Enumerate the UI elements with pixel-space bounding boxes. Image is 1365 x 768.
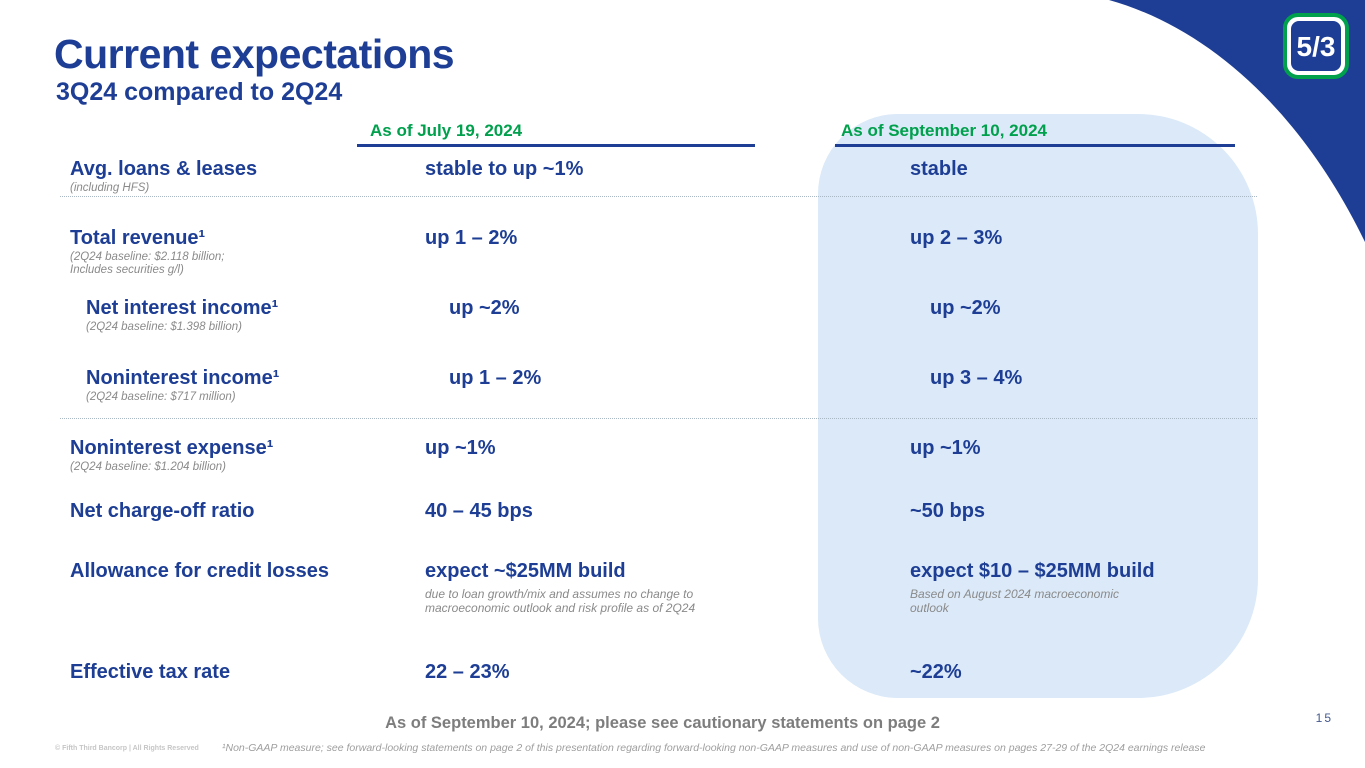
july-value: 40 – 45 bps [425,500,533,522]
row-sublabel: (2Q24 baseline: $1.204 billion) [70,461,226,473]
september-value: up ~1% [910,437,981,459]
july-value: up 1 – 2% [449,367,542,389]
non-gaap-footnote: ¹Non-GAAP measure; see forward-looking s… [222,742,1206,754]
page-subtitle: 3Q24 compared to 2Q24 [56,78,343,106]
july-value-note: due to loan growth/mix and assumes no ch… [425,587,696,615]
row-label: Effective tax rate [70,661,231,683]
july-value: 22 – 23% [425,661,510,683]
september-column-panel [818,114,1258,698]
july-value: up ~1% [425,437,496,459]
july-value: stable to up ~1% [425,158,584,180]
column-underline-september [835,144,1235,147]
september-value: expect $10 – $25MM build [910,560,1155,582]
column-header-july: As of July 19, 2024 [370,121,523,140]
fifth-third-logo: 5/3 [1283,13,1349,79]
footer-cautionary-note: As of September 10, 2024; please see cau… [385,714,940,732]
row-sublabel: (2Q24 baseline: $1.398 billion) [86,321,242,333]
july-value: up 1 – 2% [425,227,518,249]
september-value: ~50 bps [910,500,986,522]
september-value-note: Based on August 2024 macroeconomic outlo… [910,587,1120,615]
july-value: expect ~$25MM build [425,560,626,582]
column-header-september: As of September 10, 2024 [841,121,1047,140]
row-label: Net interest income¹ [86,297,279,319]
row-label: Total revenue¹ [70,227,206,249]
july-value: up ~2% [449,297,520,319]
september-value: stable [910,158,968,180]
column-underline-july [357,144,755,147]
row-separator [60,196,1257,197]
page-number: 15 [1315,711,1333,725]
september-value: ~22% [910,661,962,683]
row-label: Noninterest expense¹ [70,437,274,459]
row-label: Noninterest income¹ [86,367,280,389]
logo-text: 5/3 [1297,31,1336,62]
row-sublabel: (including HFS) [70,182,150,194]
row-label: Allowance for credit losses [70,560,329,582]
copyright-text: © Fifth Third Bancorp | All Rights Reser… [55,745,199,752]
row-label: Net charge-off ratio [70,500,255,522]
page-title: Current expectations [54,31,455,77]
row-label: Avg. loans & leases [70,158,258,180]
september-value: up ~2% [930,297,1001,319]
september-value: up 2 – 3% [910,227,1003,249]
row-sublabel: (2Q24 baseline: $717 million) [86,391,236,403]
row-separator [60,418,1257,419]
september-value: up 3 – 4% [930,367,1023,389]
row-sublabel: (2Q24 baseline: $2.118 billion; Includes… [70,251,225,276]
